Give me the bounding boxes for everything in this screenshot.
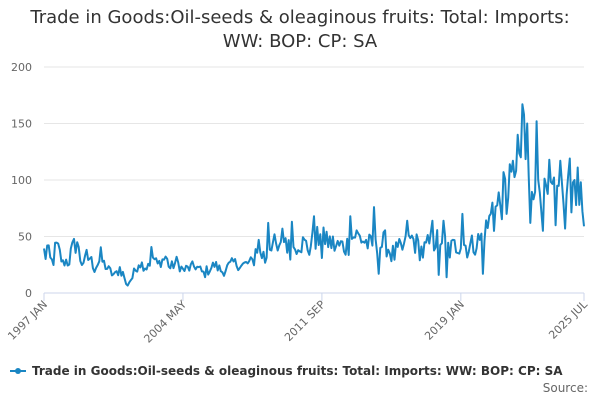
series-line[interactable] [43, 103, 585, 287]
x-axis-ticks: 1997 JAN 2004 MAY 2011 SEP 2019 JAN 2025 JUL [5, 293, 591, 346]
y-axis-ticks: 0 50 100 150 200 [11, 61, 32, 300]
chart-title-line-1: Trade in Goods:Oil-seeds & oleaginous fr… [30, 7, 570, 28]
x-tick-label: 2025 JUL [546, 297, 590, 341]
x-tick-label: 2004 MAY [141, 298, 189, 346]
legend[interactable]: Trade in Goods:Oil-seeds & oleaginous fr… [10, 364, 563, 378]
source-label: Source: [542, 381, 588, 395]
x-tick-label: 2011 SEP [282, 298, 328, 344]
x-tick-label: 2019 JAN [422, 298, 467, 343]
x-tick-label: 1997 JAN [5, 298, 50, 343]
y-tick-label: 50 [18, 231, 32, 244]
y-tick-label: 100 [11, 174, 32, 187]
y-tick-label: 0 [25, 287, 32, 300]
chart-title: Trade in Goods:Oil-seeds & oleaginous fr… [0, 6, 600, 54]
chart-title-line-2: WW: BOP: CP: SA [222, 31, 378, 52]
legend-marker-icon [10, 365, 26, 377]
y-tick-label: 150 [11, 118, 32, 131]
y-tick-label: 200 [11, 61, 32, 74]
legend-label: Trade in Goods:Oil-seeds & oleaginous fr… [32, 364, 563, 378]
